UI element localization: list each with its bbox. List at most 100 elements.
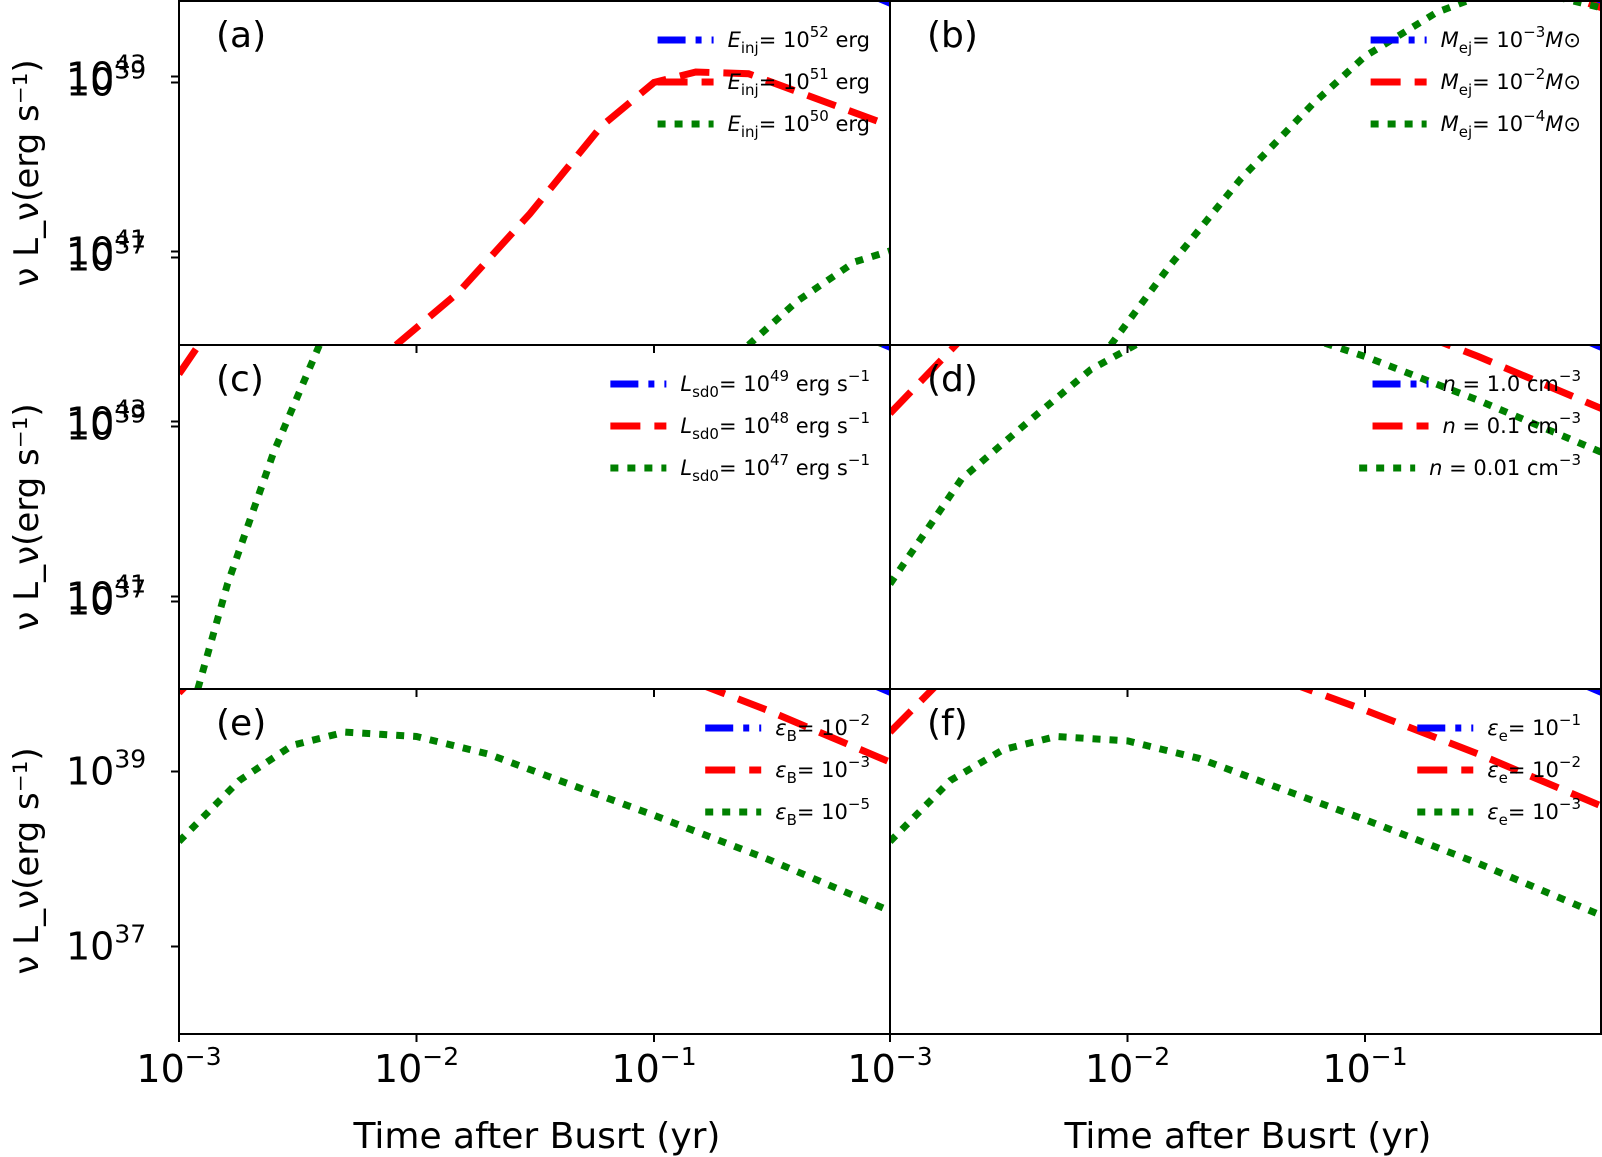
legend-superscript: 52 <box>810 23 829 41</box>
panel-label-c: (c) <box>216 359 264 400</box>
legend-superscript: 49 <box>770 367 789 385</box>
x-axis-title-left: Time after Busrt (yr) <box>353 1116 721 1157</box>
y-tick-label: 1039 <box>66 745 146 794</box>
panel-c-frame <box>178 344 891 690</box>
legend-label: Lsd0= 1049 erg s−1 <box>680 367 870 401</box>
legend-subscript: ej <box>1459 39 1472 57</box>
legend-superscript: 48 <box>770 409 789 427</box>
x-tick-label: 10−2 <box>374 1042 459 1091</box>
legend-label: εB= 10−2 <box>775 711 870 745</box>
legend-label: n = 1.0 cm−3 <box>1443 367 1581 396</box>
legend-rhs: = 10 <box>719 456 770 480</box>
legend-unit: erg <box>829 70 870 94</box>
legend-superscript: 47 <box>770 451 789 469</box>
y-tick-label: 1039 <box>66 400 146 449</box>
legend-superscript: −3 <box>1559 409 1581 427</box>
series-line-e-red <box>179 689 890 766</box>
legend-label: Mej= 10−4M⊙ <box>1441 107 1581 141</box>
legend-label: Lsd0= 1048 erg s−1 <box>680 409 870 443</box>
panel-d-lines <box>890 345 1601 586</box>
y-tick-label: 1041 <box>66 225 146 274</box>
legend-rhs: = 10 <box>1472 112 1523 136</box>
legend-unit-exp: −1 <box>848 367 870 385</box>
legend-label: n = 0.01 cm−3 <box>1429 451 1581 480</box>
axis-ticks: 10−3 10−3 10−2 10−2 10−1 10−1 1037 1039 1041 1043… <box>66 50 1408 1092</box>
legend-unit: erg <box>829 112 870 136</box>
series-line-e-green <box>179 728 890 915</box>
legend-unit: erg s <box>789 372 848 396</box>
x-tick-label: 10−3 <box>136 1042 221 1091</box>
legend-label: Einj= 1052 erg <box>728 23 870 57</box>
legend-label: Mej= 10−2M⊙ <box>1441 65 1581 99</box>
legend-subscript: e <box>1499 769 1508 787</box>
panel-e: εB= 10−2εB= 10−3εB= 10−5 (e) <box>178 688 891 1035</box>
legend-rhs: = 10 <box>719 414 770 438</box>
panel-label-f: (f) <box>927 703 968 744</box>
legend-unit: erg s <box>789 456 848 480</box>
legend-rhs: = 10 <box>759 112 810 136</box>
legend-entry-a-red: Einj= 1051 erg <box>657 65 870 99</box>
series-line-b-green <box>1107 1 1601 345</box>
legend-symbol: n <box>1443 372 1456 396</box>
series-line-c-green <box>194 345 890 689</box>
legend-superscript: −5 <box>848 795 870 813</box>
x-tick-label: 10−3 <box>847 1042 932 1091</box>
legend-entry-f-red: εe= 10−2 <box>1417 753 1581 787</box>
legend-symbol: ε <box>775 758 786 782</box>
panel-b-frame <box>889 0 1602 346</box>
legend-superscript: −2 <box>1523 65 1545 83</box>
legend-entry-a-blue: Einj= 1052 erg <box>657 23 870 57</box>
legend-symbol: ε <box>1487 758 1498 782</box>
legend-subscript: ej <box>1459 81 1472 99</box>
legend-symbol: E <box>728 112 742 136</box>
y-tick-label: 1043 <box>66 50 146 99</box>
legend-subscript: sd0 <box>692 425 719 443</box>
legend-entry-a-green: Einj= 1050 erg <box>657 107 870 141</box>
series-line-d-green <box>890 345 1601 586</box>
legend-superscript: −2 <box>848 711 870 729</box>
series-line-a-green <box>746 247 890 345</box>
legend-entry-d-blue: n = 1.0 cm−3 <box>1372 367 1581 396</box>
legend-entry-d-green: n = 0.01 cm−3 <box>1359 451 1581 480</box>
panel-e-legend: εB= 10−2εB= 10−3εB= 10−5 <box>705 711 870 829</box>
legend-superscript: 50 <box>810 107 829 125</box>
legend-superscript: −3 <box>1559 367 1581 385</box>
legend-subscript: e <box>1499 811 1508 829</box>
x-axis-title-right: Time after Busrt (yr) <box>1064 1116 1432 1157</box>
y-tick-label: 1039 <box>66 56 146 105</box>
panel-f: εe= 10−1εe= 10−2εe= 10−3 (f) <box>889 688 1602 1035</box>
legend-rhs: = 10 <box>1472 70 1523 94</box>
legend-symbol: E <box>728 70 742 94</box>
legend-subscript: e <box>1499 727 1508 745</box>
legend-entry-c-blue: Lsd0= 1049 erg s−1 <box>610 367 870 401</box>
legend-symbol: L <box>680 372 692 396</box>
y-tick-label: 1037 <box>66 920 146 969</box>
legend-rhs: = 10 <box>1472 28 1523 52</box>
legend-symbol: E <box>728 28 742 52</box>
legend-unit: M⊙ <box>1545 28 1581 52</box>
legend-rhs: = 10 <box>719 372 770 396</box>
series-line-c-red <box>179 345 890 376</box>
legend-superscript: 51 <box>810 65 829 83</box>
legend-label: εB= 10−3 <box>775 753 870 787</box>
legend-symbol: n <box>1443 414 1456 438</box>
x-tick-label: 10−2 <box>1085 1042 1170 1091</box>
series-line-c-blue <box>875 345 890 351</box>
legend-symbol: ε <box>1487 716 1498 740</box>
panel-d: n = 1.0 cm−3n = 0.1 cm−3n = 0.01 cm−3 (d… <box>889 344 1602 690</box>
y-tick-label: 1037 <box>66 575 146 624</box>
legend-entry-d-red: n = 0.1 cm−3 <box>1372 409 1581 438</box>
panel-b-lines <box>1107 1 1601 345</box>
series-line-f-red <box>890 689 1601 810</box>
legend-symbol: M <box>1441 70 1459 94</box>
legend-superscript: −3 <box>1559 451 1581 469</box>
legend-subscript: ej <box>1459 123 1472 141</box>
panel-label-a: (a) <box>216 15 266 56</box>
legend-rhs: = 10 <box>759 28 810 52</box>
legend-symbol: M <box>1441 28 1459 52</box>
legend-entry-f-blue: εe= 10−1 <box>1417 711 1581 745</box>
panel-a-legend: Einj= 1052 erg Einj= 1051 erg Einj= 1050 e… <box>657 23 870 141</box>
legend-symbol: ε <box>1487 800 1498 824</box>
